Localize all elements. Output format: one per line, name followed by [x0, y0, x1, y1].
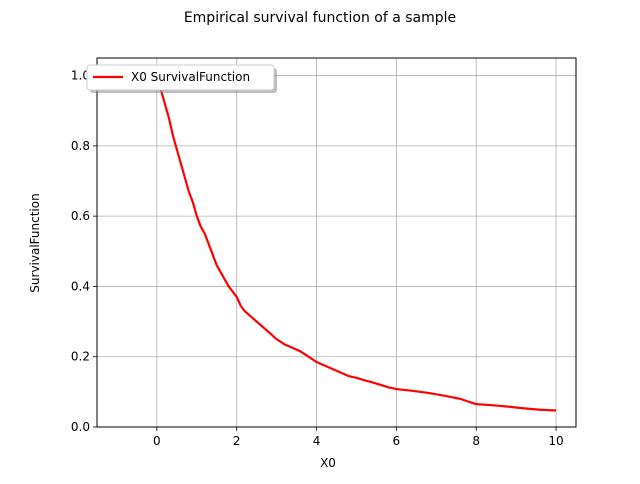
- chart-title: Empirical survival function of a sample: [184, 10, 456, 26]
- survival-function-line: [155, 75, 557, 412]
- y-tick-label: 0.4: [71, 279, 90, 293]
- x-tick-label: 6: [393, 434, 401, 448]
- x-axis-label: X0: [320, 456, 336, 470]
- legend-label: X0 SurvivalFunction: [131, 70, 250, 84]
- legend: X0 SurvivalFunction: [86, 64, 277, 93]
- x-tick-label: 4: [313, 434, 321, 448]
- ticks: 0 2 4 6 8 10 0.0 0.2 0.4 0.6 0.8 1.0: [71, 69, 564, 448]
- plot-series: [155, 75, 557, 412]
- x-tick-label: 2: [233, 434, 241, 448]
- y-tick-label: 1.0: [71, 69, 90, 83]
- y-tick-label: 0.6: [71, 209, 90, 223]
- x-tick-label: 10: [548, 434, 563, 448]
- y-tick-label: 0.0: [71, 420, 90, 434]
- legend-box: [86, 64, 275, 91]
- axes-frame: [96, 57, 577, 428]
- y-axis-label: SurvivalFunction: [28, 193, 42, 292]
- y-tick-label: 0.2: [71, 350, 90, 364]
- x-tick-label: 0: [153, 434, 161, 448]
- x-tick-label: 8: [472, 434, 480, 448]
- y-tick-label: 0.8: [71, 139, 90, 153]
